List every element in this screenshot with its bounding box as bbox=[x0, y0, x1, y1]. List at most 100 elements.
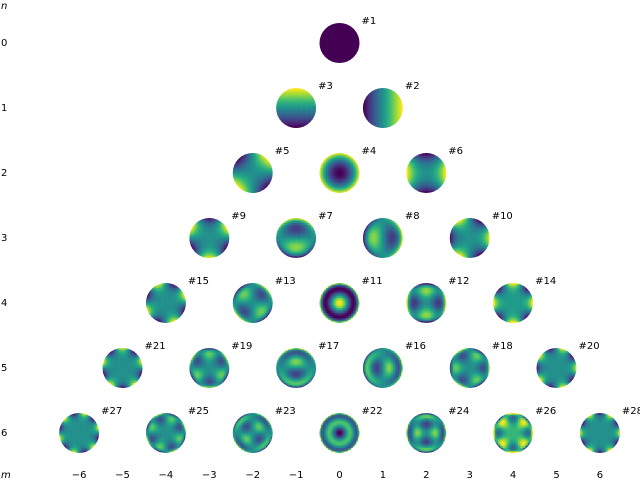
pupil-cell bbox=[384, 233, 387, 235]
pupil-cell bbox=[332, 189, 335, 192]
pupil-cell bbox=[241, 161, 243, 164]
pupil-cell bbox=[346, 34, 349, 37]
pupil-cell bbox=[387, 223, 390, 225]
pupil-cell bbox=[215, 251, 218, 254]
pupil-cell bbox=[341, 43, 344, 45]
pupil-cell bbox=[396, 239, 399, 242]
pupil-cell bbox=[427, 181, 430, 184]
pupil-cell bbox=[382, 103, 385, 105]
pupil-cell bbox=[326, 168, 329, 170]
pupil-cell bbox=[282, 238, 285, 240]
pupil-cell bbox=[194, 226, 197, 229]
pupil-cell bbox=[322, 163, 325, 165]
pupil-cell bbox=[207, 228, 210, 230]
pupil-cell bbox=[297, 94, 300, 97]
pupil-cell bbox=[386, 91, 389, 94]
pupil-cell bbox=[334, 31, 337, 34]
pupil-cell bbox=[392, 98, 395, 100]
pupil-cell bbox=[259, 181, 262, 184]
pupil-cell bbox=[436, 169, 439, 172]
pupil-cell bbox=[464, 226, 467, 229]
pupil-cell bbox=[289, 236, 292, 239]
pupil-cell bbox=[252, 179, 255, 182]
pupil-cell bbox=[389, 93, 392, 95]
pupil-cell bbox=[349, 28, 352, 30]
pupil-cell bbox=[244, 179, 247, 182]
pupil-cell bbox=[342, 186, 345, 189]
pupil-cell bbox=[444, 171, 447, 174]
pupil-cell bbox=[346, 61, 349, 63]
pupil-cell bbox=[391, 126, 394, 128]
pupil-cell bbox=[237, 178, 240, 180]
pupil-cell bbox=[369, 219, 372, 222]
pupil-cell bbox=[367, 226, 370, 229]
pupil-cell bbox=[256, 154, 258, 157]
pupil-cell bbox=[351, 39, 354, 42]
pupil-cell bbox=[396, 238, 399, 240]
pupil-cell bbox=[374, 219, 377, 222]
pupil-cell bbox=[252, 164, 255, 167]
pupil-cell bbox=[391, 123, 394, 125]
pupil-cell bbox=[210, 234, 213, 237]
pupil-cell bbox=[276, 234, 279, 237]
pupil-cell bbox=[259, 154, 262, 157]
pupil-cell bbox=[199, 251, 202, 254]
pupil-cell bbox=[468, 221, 470, 224]
pupil-cell bbox=[210, 229, 213, 232]
pupil-cell bbox=[296, 93, 299, 95]
pupil-cell bbox=[289, 246, 292, 249]
pupil-cell bbox=[336, 44, 339, 47]
pupil-cell bbox=[411, 183, 414, 185]
pupil-cell bbox=[256, 158, 258, 160]
pupil-cell bbox=[242, 154, 245, 157]
pupil-cell bbox=[209, 238, 212, 240]
pupil-cell bbox=[369, 119, 372, 122]
pupil-cell bbox=[386, 93, 389, 95]
pupil-cell bbox=[281, 114, 284, 117]
pupil-cell bbox=[356, 33, 359, 35]
pupil-cell bbox=[422, 191, 425, 193]
pupil-cell bbox=[254, 169, 257, 172]
pupil-cell bbox=[277, 243, 280, 245]
pupil-cell bbox=[396, 116, 399, 119]
pupil-cell bbox=[277, 228, 280, 230]
pupil-cell bbox=[488, 239, 490, 242]
pupil-cell bbox=[326, 166, 329, 169]
pupil-cell bbox=[341, 153, 344, 155]
pupil-cell bbox=[377, 229, 380, 232]
pupil-cell bbox=[322, 36, 325, 39]
pupil-cell bbox=[367, 104, 370, 107]
pupil-cell bbox=[484, 228, 487, 230]
pupil-cell bbox=[319, 36, 322, 39]
pupil-cell bbox=[257, 169, 260, 172]
pupil-cell bbox=[382, 228, 385, 230]
pupil-cell bbox=[195, 236, 198, 239]
pupil-cell bbox=[424, 156, 427, 159]
pupil-cell bbox=[301, 234, 304, 237]
pupil-cell bbox=[321, 46, 324, 49]
pupil-cell bbox=[282, 221, 285, 224]
pupil-cell bbox=[307, 118, 310, 120]
pupil-cell bbox=[249, 173, 252, 175]
pupil-cell bbox=[249, 171, 252, 174]
pupil-cell bbox=[225, 229, 228, 232]
pupil-cell bbox=[354, 56, 357, 59]
pupil-cell bbox=[347, 38, 350, 40]
pupil-cell bbox=[381, 239, 384, 242]
pupil-cell bbox=[342, 183, 345, 185]
pupil-cell bbox=[369, 228, 372, 230]
pupil-cell bbox=[301, 123, 304, 125]
pupil-cell bbox=[386, 116, 389, 119]
pupil-cell bbox=[207, 246, 210, 249]
pupil-cell bbox=[382, 101, 385, 104]
pupil-cell bbox=[386, 118, 389, 120]
pupil-cell bbox=[432, 181, 435, 184]
pupil-cell bbox=[244, 159, 247, 162]
pupil-cell bbox=[382, 121, 385, 124]
pupil-cell bbox=[286, 121, 289, 124]
pupil-cell bbox=[339, 58, 342, 60]
pupil-cell bbox=[474, 221, 477, 224]
pupil-cell bbox=[386, 234, 389, 237]
pupil-cell bbox=[376, 236, 379, 239]
pupil-cell bbox=[307, 238, 310, 240]
